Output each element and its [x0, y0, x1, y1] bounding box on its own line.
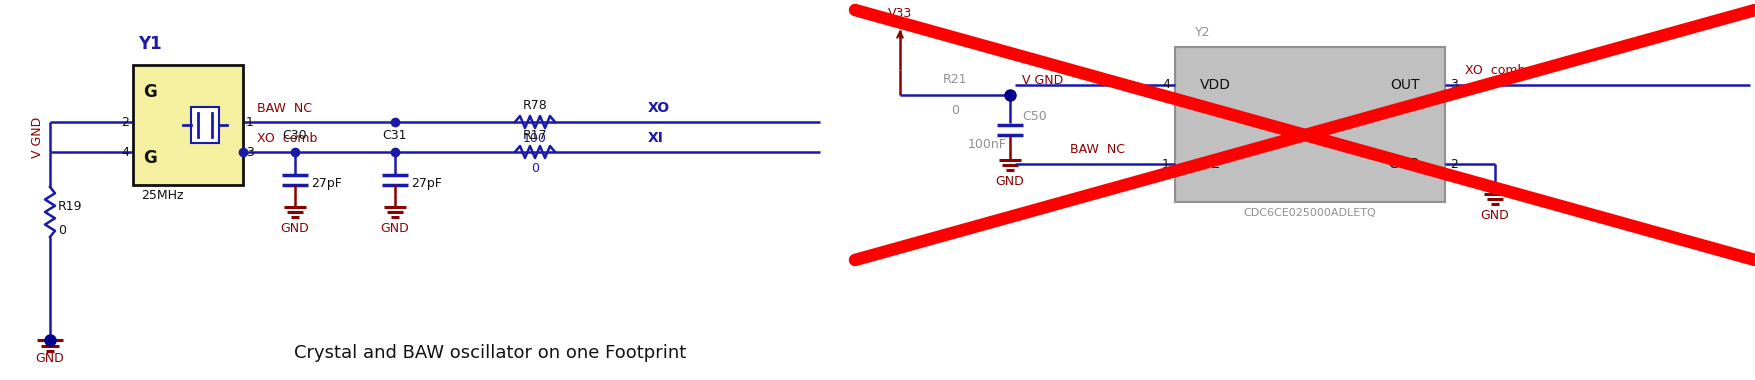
- Text: R19: R19: [58, 201, 82, 214]
- Text: BAW  NC: BAW NC: [1071, 143, 1125, 156]
- Text: GND: GND: [381, 222, 409, 235]
- Text: R17: R17: [523, 129, 548, 142]
- Text: 2: 2: [1450, 157, 1458, 171]
- Text: C30: C30: [283, 129, 307, 142]
- Text: CDC6CE025000ADLETQ: CDC6CE025000ADLETQ: [1244, 208, 1376, 218]
- Text: C50: C50: [1021, 111, 1046, 124]
- Text: XO  comb: XO comb: [256, 132, 318, 145]
- Text: 4: 4: [1162, 79, 1171, 92]
- Text: 0: 0: [58, 223, 67, 236]
- Text: XO: XO: [648, 101, 670, 115]
- Text: GND: GND: [35, 352, 65, 365]
- Bar: [1176, 47, 1444, 202]
- Text: 100: 100: [523, 132, 548, 145]
- Text: G: G: [142, 149, 156, 167]
- Text: 27pF: 27pF: [411, 177, 442, 190]
- Text: G: G: [142, 83, 156, 101]
- Text: OE: OE: [1200, 157, 1220, 171]
- Text: VDD: VDD: [1200, 78, 1230, 92]
- Text: XO  comb: XO comb: [1465, 64, 1525, 77]
- Text: GND: GND: [995, 175, 1025, 188]
- Text: Y2: Y2: [1195, 26, 1211, 39]
- Text: Crystal and BAW oscillator on one Footprint: Crystal and BAW oscillator on one Footpr…: [293, 344, 686, 362]
- Text: V GND: V GND: [32, 116, 44, 158]
- Text: R21: R21: [942, 73, 967, 86]
- Text: XI: XI: [648, 131, 663, 145]
- Text: 100nF: 100nF: [969, 138, 1007, 152]
- Text: GND: GND: [1481, 209, 1509, 222]
- Text: V GND: V GND: [1021, 74, 1064, 87]
- Text: V33: V33: [888, 7, 913, 20]
- Text: 0: 0: [951, 104, 958, 117]
- Text: 4: 4: [121, 146, 130, 158]
- Text: 1: 1: [246, 116, 254, 128]
- Text: Y1: Y1: [139, 35, 161, 53]
- Text: 3: 3: [1450, 79, 1458, 92]
- Text: GND: GND: [1388, 157, 1420, 171]
- Text: 27pF: 27pF: [311, 177, 342, 190]
- Bar: [191, 107, 219, 143]
- Text: OUT: OUT: [1390, 78, 1420, 92]
- Text: C31: C31: [383, 129, 407, 142]
- Text: 2: 2: [121, 116, 130, 128]
- Text: 1: 1: [1162, 157, 1171, 171]
- Text: 3: 3: [246, 146, 254, 158]
- Bar: [133, 65, 242, 185]
- Text: R78: R78: [523, 99, 548, 112]
- Text: 25MHz: 25MHz: [140, 189, 184, 202]
- Text: BAW  NC: BAW NC: [256, 102, 312, 115]
- Text: 0: 0: [532, 162, 539, 175]
- Text: GND: GND: [281, 222, 309, 235]
